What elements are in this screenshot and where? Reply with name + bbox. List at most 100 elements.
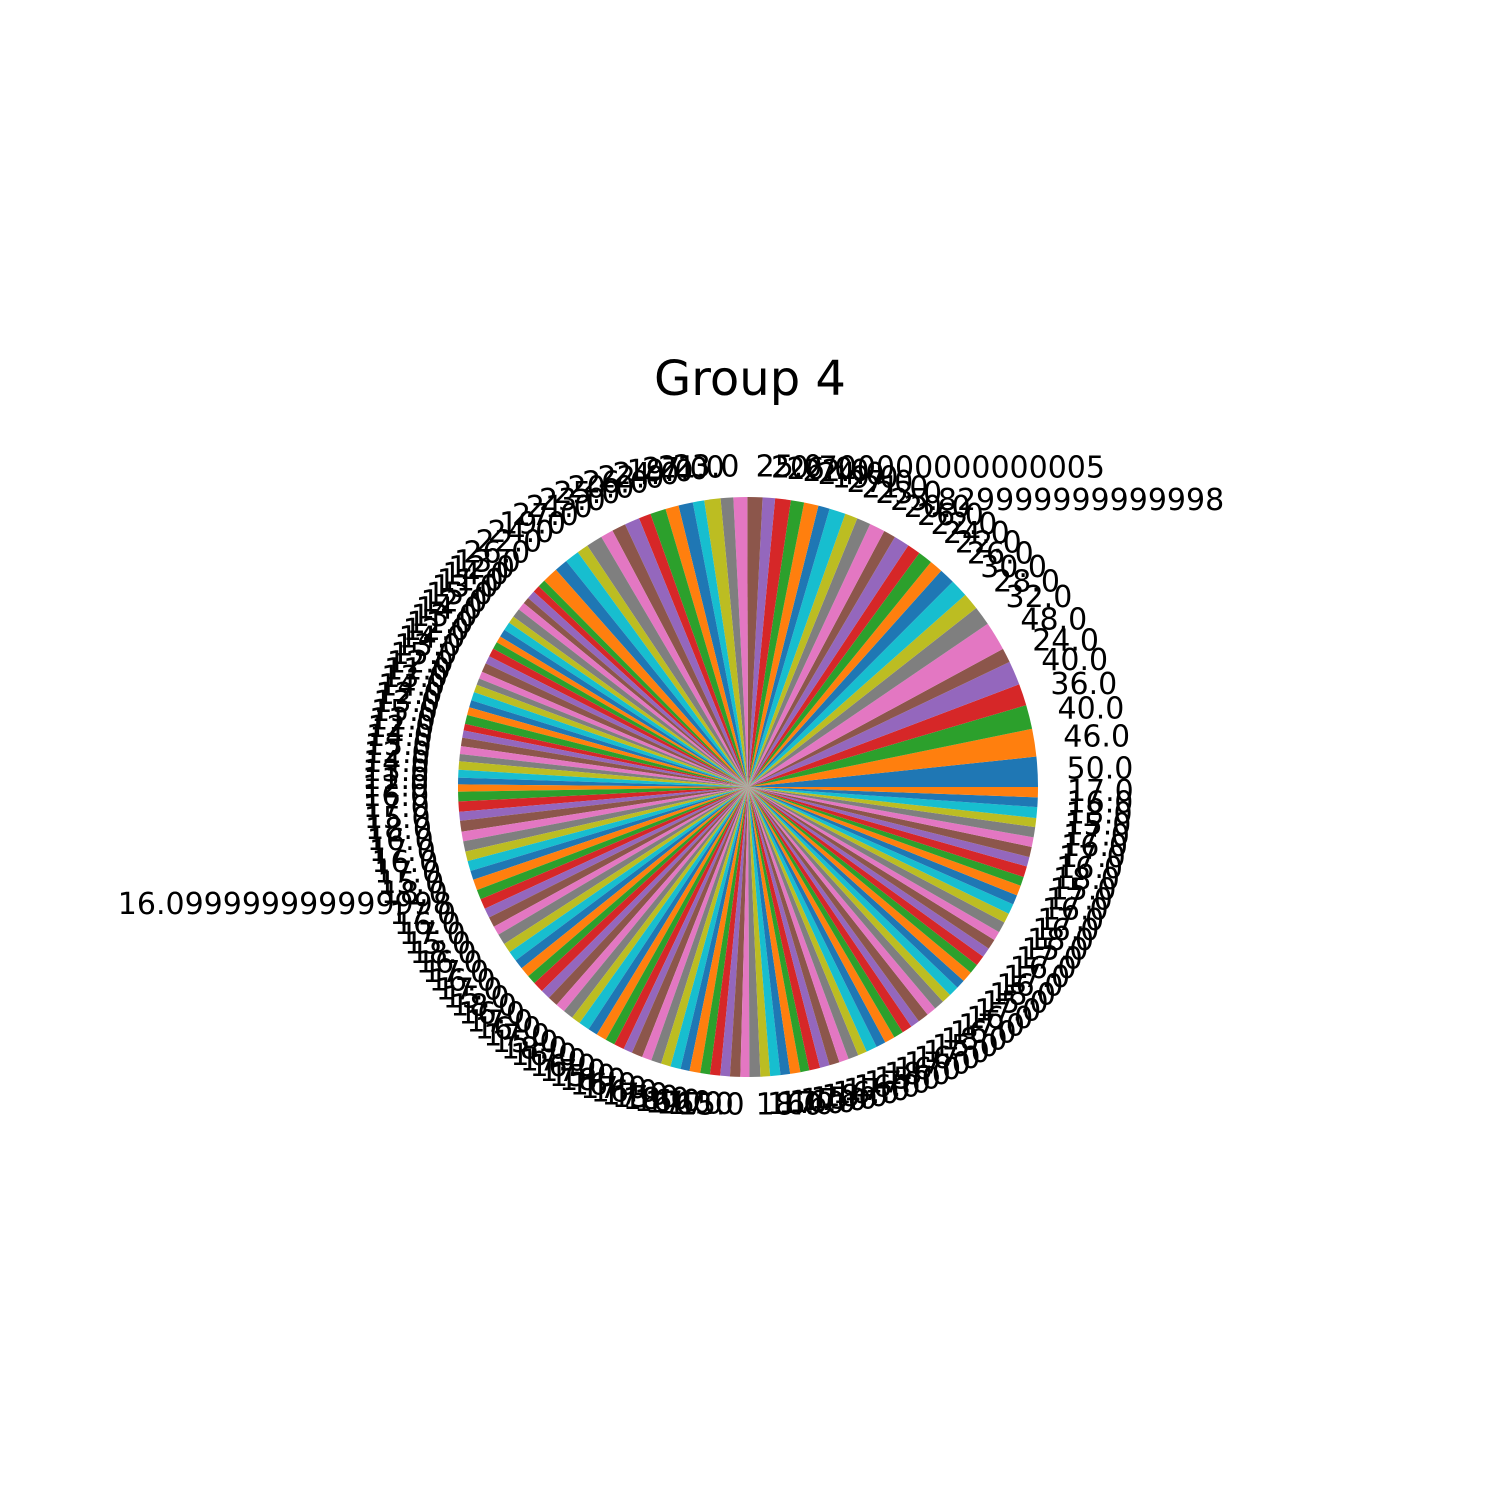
pie-slice (748, 581, 966, 787)
pie-slice (748, 787, 840, 1066)
slice-label: 15.0 (612, 1080, 679, 1115)
pie-slice (733, 497, 748, 787)
slice-label: 16.0 (510, 1038, 577, 1073)
slice-label: 16.0 (394, 907, 461, 942)
slice-label: 22.0 (475, 525, 542, 560)
slice-label: 15.0 (404, 927, 471, 962)
pie-slice (538, 580, 748, 787)
pie-slice (748, 787, 781, 1077)
slice-label: 16.0 (656, 1087, 723, 1122)
slice-label: 17.0 (466, 1004, 533, 1039)
pie-slice (748, 756, 1038, 787)
slice-label: 18.0 (410, 936, 477, 971)
pie-slice (748, 787, 964, 988)
pie-slice (748, 787, 849, 1063)
slice-label: 17.0 (1016, 942, 1083, 977)
pie-slice (748, 787, 761, 1077)
slice-label: 17.0 (601, 1077, 668, 1112)
pie-slice (748, 661, 1020, 787)
slice-label: 17.0 (778, 1086, 845, 1121)
slice-label: 12.0 (364, 736, 431, 771)
pie-slice (748, 787, 877, 1052)
slice-label: 26.0 (917, 498, 984, 533)
pie-slice (651, 787, 748, 1064)
pie-slice (496, 636, 748, 787)
slice-label: 16.0 (591, 1074, 658, 1109)
slice-label: 16.0 (767, 1087, 834, 1122)
pie-slice (493, 642, 748, 787)
pie-slice (748, 787, 995, 949)
slice-label: 11.0 (384, 653, 451, 688)
pie-slice (748, 787, 1038, 819)
pie-slice (481, 663, 748, 787)
pie-slice (577, 545, 748, 787)
slice-label: 17.0 (923, 1035, 990, 1070)
pie-slice (534, 787, 748, 992)
pie-slice (748, 787, 943, 1009)
pie-slice (463, 787, 748, 852)
slice-label: 18.0 (450, 989, 517, 1024)
pie-slice (748, 518, 871, 787)
pie-slice (748, 523, 885, 787)
slice-label: 15.0 (364, 801, 431, 836)
slice-label: 15.0 (492, 1025, 559, 1060)
pie-slice (541, 787, 748, 998)
pie-slice (489, 648, 748, 787)
slice-label: 13.0 (373, 685, 440, 720)
pie-slice (498, 787, 748, 944)
pie-slice (709, 787, 748, 1076)
pie-slice (748, 787, 867, 1056)
pie-slice (748, 684, 1027, 787)
pie-slice (748, 787, 919, 1027)
slice-label: 14.0 (442, 557, 509, 592)
pie-slice (587, 536, 748, 787)
slice-label: 25.0 (554, 476, 621, 511)
slice-label: 21.0 (862, 470, 929, 505)
slice-label: 11.0 (362, 762, 429, 797)
slice-label: 50.0 (1067, 752, 1134, 787)
pie-slice (623, 787, 748, 1053)
pie-slice (548, 787, 748, 1005)
pie-slice (457, 784, 748, 792)
pie-slice (748, 787, 989, 957)
pie-slice (748, 787, 801, 1074)
pie-slice (748, 705, 1033, 787)
pie-slice (596, 787, 748, 1040)
pie-slice (650, 508, 748, 787)
slice-label: 15.0 (377, 866, 444, 901)
pie-slice (748, 594, 977, 787)
pie-slice (642, 787, 748, 1061)
pie-slice (572, 787, 748, 1024)
pie-slice (748, 570, 953, 787)
pie-slice (748, 608, 988, 787)
slice-label: 14.0 (363, 745, 430, 780)
pie-slice (500, 629, 748, 787)
slice-label: 15.0 (371, 694, 438, 729)
pie-slice (489, 787, 748, 927)
slice-label: 15.0 (1065, 808, 1132, 843)
slice-label: 17.0 (399, 917, 466, 952)
slice-label: 17.0 (539, 1054, 606, 1089)
slice-label: 18.0 (989, 977, 1056, 1012)
slice-label: 16.0 (894, 1052, 961, 1087)
slice-label: 12.0 (421, 584, 488, 619)
pie-slice (484, 787, 748, 918)
pie-slice (631, 787, 748, 1057)
slice-label: 25.829999999999998 (890, 483, 1224, 518)
slice-label: 20.0 (904, 490, 971, 525)
slice-label: 17.0 (363, 790, 430, 825)
slice-label: 15.0 (391, 637, 458, 672)
slice-label: 17.0 (369, 834, 436, 869)
slice-label: 16.0 (789, 1085, 856, 1120)
pie-slice (493, 787, 748, 935)
slice-label: 11.0 (437, 563, 504, 598)
slice-label: 13.0 (454, 545, 521, 580)
slice-label: 12.0 (362, 770, 429, 805)
pie-slice (473, 684, 748, 787)
slice-label: 26.0 (463, 535, 530, 570)
pie-slice (748, 787, 791, 1076)
slice-label: 17.0 (1067, 774, 1134, 809)
slice-label: 27.0 (512, 498, 579, 533)
slice-label: 18.0 (1027, 923, 1094, 958)
